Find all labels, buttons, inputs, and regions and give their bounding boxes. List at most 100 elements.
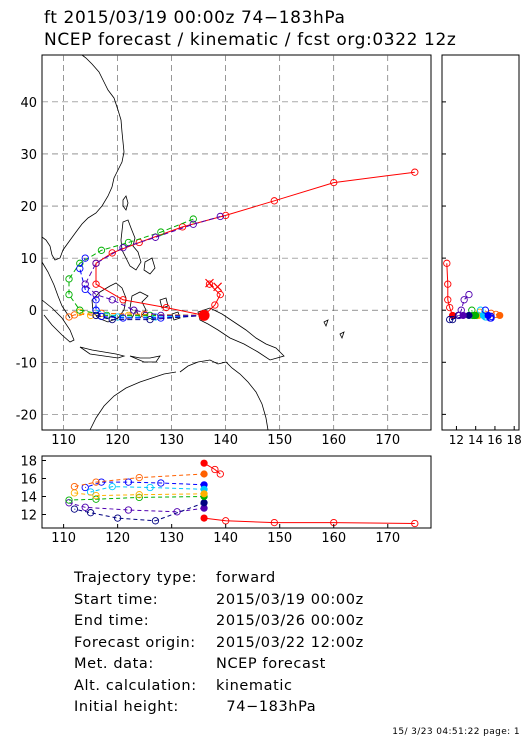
info-value: 2015/03/19 00:00z (216, 591, 364, 608)
trajectory-info: Trajectory type: forward Start time: 2015/… (74, 570, 364, 721)
trajectory-point (108, 315, 116, 324)
right-height-point (476, 306, 485, 314)
y-tick-label: 18 (20, 455, 37, 470)
info-row-start: Start time: 2015/03/19 00:00z (74, 592, 364, 614)
trajectory-point (162, 303, 170, 312)
coastline (41, 54, 345, 431)
x-tick-label: 150 (267, 433, 292, 448)
start-point (200, 504, 208, 512)
info-label: Trajectory type: (74, 570, 198, 586)
start-point (465, 311, 473, 320)
height-point (211, 465, 219, 474)
start-point (200, 470, 208, 478)
trajectory-point (146, 315, 154, 324)
trajectory-point (76, 308, 84, 316)
right-height-point (481, 306, 489, 314)
trajectory-point (216, 290, 224, 299)
height-line (204, 517, 415, 524)
height-point (65, 496, 73, 504)
right-height-point (443, 259, 451, 267)
height-point (157, 479, 165, 487)
right-panel-tick-labels: 12 14 16 18 (442, 101, 522, 447)
height-line (74, 502, 205, 522)
trajectory-point (97, 246, 106, 254)
height-point (270, 518, 278, 527)
right-height-point (446, 303, 454, 312)
right-height-point (465, 290, 473, 299)
height-point (92, 491, 100, 500)
y-tick-label: -20 (16, 408, 37, 423)
coastline-borneo (91, 282, 127, 323)
height-line (68, 496, 205, 501)
right-height-point (492, 310, 500, 319)
right-height-point (455, 311, 463, 320)
map-trajectories (65, 168, 419, 324)
trajectory-point (411, 168, 419, 176)
height-point (135, 493, 143, 502)
info-value: 74−183hPa (216, 699, 317, 715)
trajectory-point (157, 228, 165, 236)
trajectory-line (95, 309, 205, 318)
start-point (200, 514, 208, 522)
trajectory-line (95, 314, 205, 321)
x-tick-label: 130 (159, 531, 184, 546)
coastline-maluku (159, 297, 181, 321)
right-height-line (446, 263, 454, 316)
cross-marker (213, 282, 223, 292)
info-label: Met. data: (74, 656, 154, 672)
height-point (113, 514, 122, 522)
trajectory-point (119, 296, 127, 304)
y-tick-label: 20 (20, 200, 37, 215)
trajectory-point (65, 275, 73, 283)
bottom-panel-frame (41, 455, 432, 529)
info-value: NCEP forecast (216, 656, 326, 672)
y-tick-label: 16 (20, 473, 37, 488)
x-tick-label: 140 (213, 433, 238, 448)
y-tick-label: 14 (20, 491, 37, 506)
coastline-sumatra (41, 299, 75, 343)
trajectory-point (65, 313, 73, 321)
trajectory-point (130, 306, 138, 314)
info-value: 2015/03/22 12:00z (216, 634, 364, 651)
trajectory-point (124, 238, 133, 247)
trajectory-point (92, 306, 100, 314)
coastline-taiwan (122, 195, 129, 211)
height-line (90, 486, 205, 493)
x-tick-label: 130 (159, 433, 184, 448)
x-tick-label: 140 (213, 531, 238, 546)
info-row-end: End time: 2015/03/26 00:00z (74, 613, 364, 635)
trajectory-point (222, 211, 230, 220)
map-frame (41, 54, 432, 431)
right-height-point (457, 306, 465, 314)
right-panel-frame (441, 54, 520, 431)
trajectory-point (146, 311, 154, 320)
coastline-malaya (41, 261, 71, 319)
x-tick-label: 14 (468, 433, 483, 447)
trajectory-line (95, 171, 415, 316)
right-height-line (449, 314, 470, 321)
trajectory-point (270, 197, 278, 205)
trajectory-line (79, 257, 205, 319)
height-line (203, 462, 221, 475)
coastline-new-guinea (197, 307, 285, 361)
x-tick-label: 110 (51, 531, 76, 546)
y-tick-label: 12 (20, 509, 37, 524)
right-height-point (444, 280, 452, 288)
trajectory-point (216, 212, 224, 221)
trajectory-point (189, 215, 197, 223)
trajectory-point (330, 178, 338, 187)
start-point (496, 311, 504, 320)
trajectory-point (119, 244, 127, 252)
chart-title-line2: NCEP forecast / kinematic / fcst org:032… (44, 30, 457, 50)
trajectory-point (81, 254, 89, 262)
coastline-philippines (120, 219, 156, 275)
trajectory-point (92, 280, 100, 288)
height-point (411, 519, 419, 528)
x-tick-label: 18 (507, 433, 522, 447)
start-point (200, 459, 208, 467)
height-point (173, 508, 181, 516)
start-marker (198, 309, 210, 321)
info-row-type: Trajectory type: forward (74, 570, 364, 592)
y-tick-label: 30 (20, 148, 37, 163)
trajectory-point (157, 311, 165, 320)
